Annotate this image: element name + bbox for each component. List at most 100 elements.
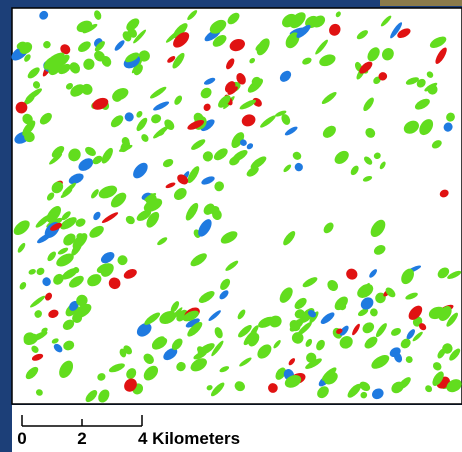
land-patch — [61, 268, 78, 280]
land-patch — [69, 62, 81, 74]
land-patch — [170, 301, 180, 313]
land-patch — [398, 377, 411, 390]
land-patch — [357, 308, 369, 317]
inset-image — [380, 0, 462, 6]
land-patch — [373, 76, 381, 85]
land-patch — [60, 217, 77, 230]
land-patch — [118, 144, 133, 152]
land-patch — [362, 322, 375, 334]
land-patch — [153, 101, 170, 111]
land-patch — [239, 99, 257, 110]
land-patch — [360, 297, 374, 310]
land-patch — [41, 327, 48, 334]
land-patch — [425, 385, 433, 393]
land-patch — [284, 375, 302, 388]
land-patches — [11, 10, 462, 403]
land-patch — [321, 91, 337, 105]
land-patch — [94, 50, 105, 62]
land-patch — [100, 251, 115, 264]
land-patch — [61, 211, 71, 221]
land-patch — [94, 41, 105, 52]
land-patch — [339, 325, 349, 336]
land-patch — [249, 57, 256, 64]
land-patch — [428, 306, 445, 320]
land-patch — [405, 77, 419, 85]
land-patch — [279, 70, 292, 82]
land-patch — [315, 39, 328, 55]
land-patch — [42, 277, 51, 287]
land-patch — [360, 391, 368, 399]
land-patch — [405, 356, 413, 364]
land-patch — [359, 61, 373, 74]
land-patch — [46, 192, 55, 201]
land-patch — [334, 150, 349, 164]
land-patch — [185, 318, 200, 328]
land-patch — [446, 312, 458, 327]
land-patch — [443, 122, 453, 132]
land-patch — [403, 120, 419, 134]
land-patch — [336, 328, 343, 334]
land-patch — [92, 155, 103, 165]
land-patch — [136, 117, 148, 132]
land-patch — [187, 10, 198, 21]
land-patch — [167, 56, 176, 63]
land-patch — [214, 327, 223, 339]
land-patch — [231, 132, 245, 149]
land-patch — [187, 166, 200, 184]
land-patch — [146, 211, 160, 228]
land-patch — [83, 58, 95, 70]
land-patch — [212, 34, 227, 47]
land-patch — [426, 71, 434, 78]
land-patch — [431, 140, 442, 149]
land-patch — [28, 269, 36, 275]
land-patch — [27, 67, 40, 79]
scale-label: 2 — [77, 429, 86, 448]
land-patch — [381, 47, 394, 61]
land-patch — [89, 225, 104, 238]
land-patch — [279, 287, 293, 303]
land-patch — [268, 315, 282, 328]
land-patch — [302, 57, 312, 65]
land-patch — [101, 212, 119, 223]
land-patch — [359, 381, 371, 391]
land-patch — [211, 340, 224, 357]
land-patch — [165, 182, 176, 189]
land-patch — [78, 41, 91, 53]
land-patch — [220, 278, 231, 291]
land-patch — [346, 268, 358, 280]
land-patch — [24, 54, 31, 62]
land-patch — [424, 82, 438, 92]
land-patch — [69, 275, 84, 288]
land-patch — [307, 309, 317, 318]
land-patch — [229, 38, 245, 52]
land-patch — [294, 309, 305, 319]
land-patch — [110, 115, 124, 128]
land-patch — [150, 86, 167, 99]
scale-label: 0 — [17, 429, 26, 448]
land-patch — [93, 211, 101, 221]
land-patch — [203, 203, 215, 215]
land-patch — [435, 47, 447, 64]
land-patch — [339, 336, 353, 349]
land-patch — [371, 355, 390, 369]
land-patch — [112, 91, 123, 102]
land-patch — [390, 22, 403, 39]
land-patch — [71, 241, 83, 256]
land-patch — [182, 310, 199, 322]
land-patch — [117, 255, 128, 266]
land-patch — [226, 58, 235, 70]
land-patch — [232, 149, 248, 162]
land-patch — [133, 29, 147, 44]
land-patch — [53, 273, 64, 285]
land-patch — [25, 366, 39, 380]
land-patch — [400, 338, 411, 349]
land-patch — [370, 308, 378, 317]
land-patch — [13, 220, 30, 236]
land-patch — [136, 110, 143, 118]
land-patch — [177, 174, 189, 185]
land-patch — [219, 290, 229, 300]
land-patch — [78, 158, 94, 171]
land-patch — [363, 282, 370, 293]
land-patch — [157, 129, 165, 136]
